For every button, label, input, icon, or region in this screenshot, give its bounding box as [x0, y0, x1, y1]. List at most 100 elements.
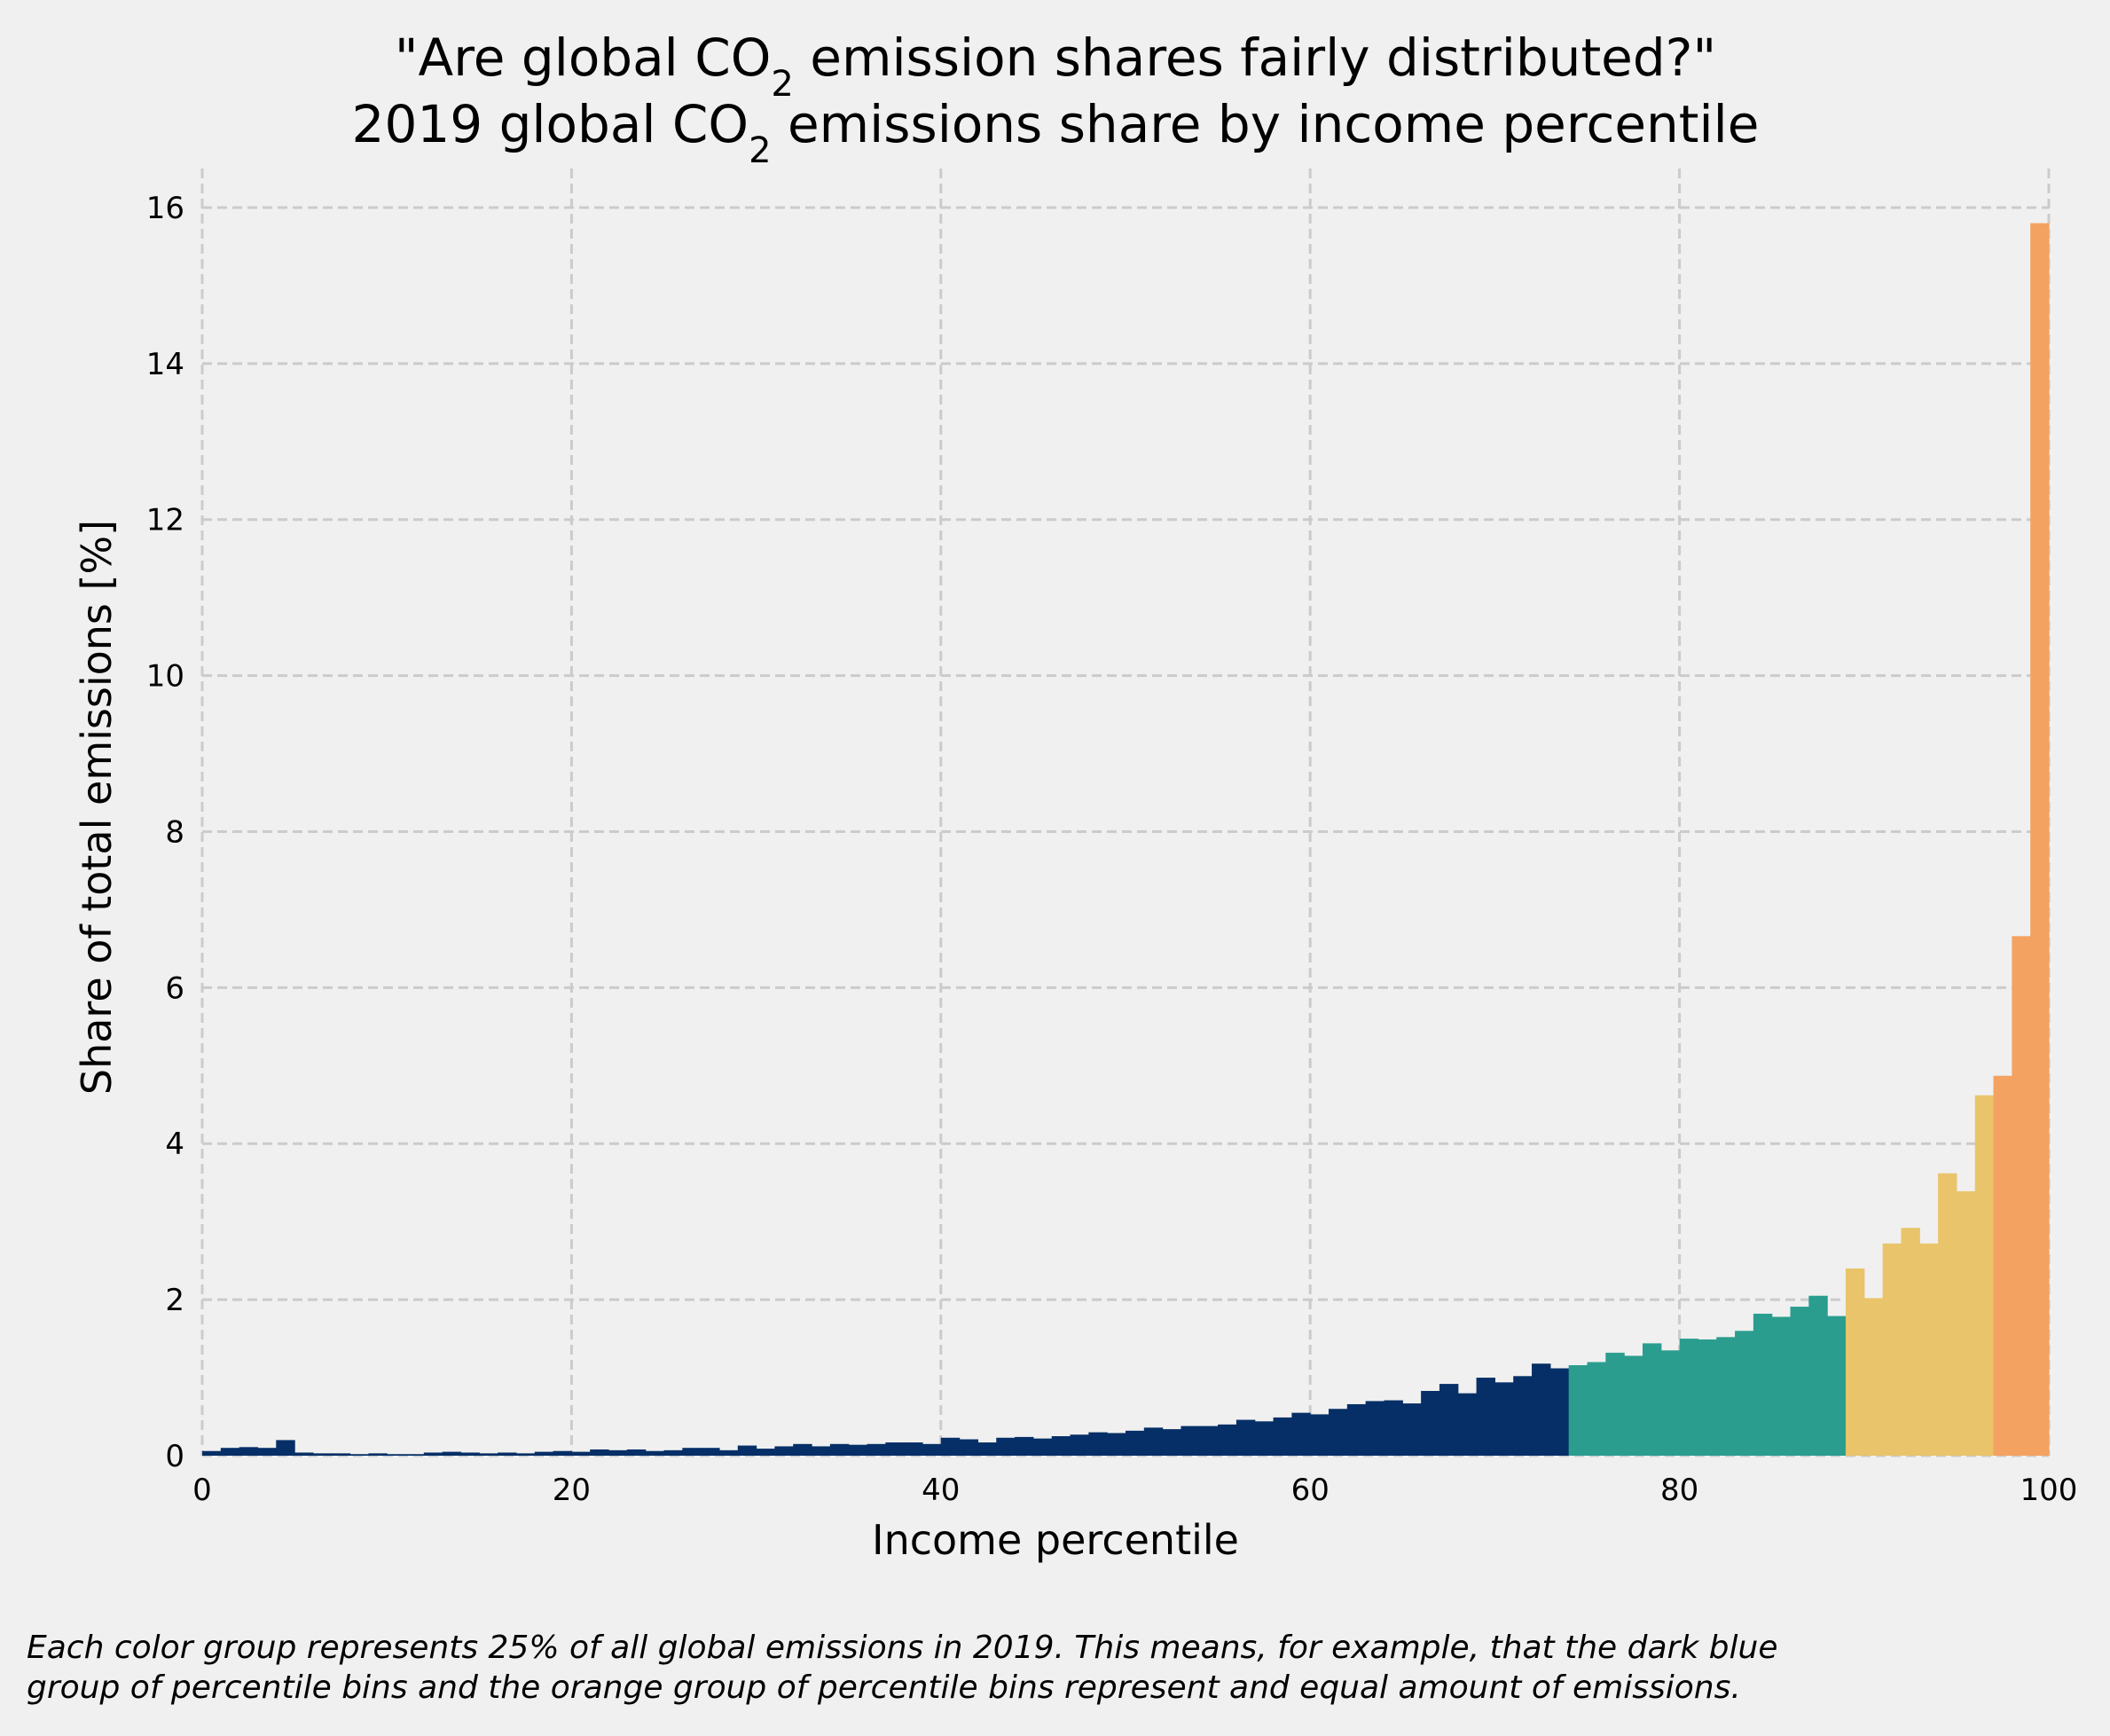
histogram-bar: [349, 1454, 369, 1456]
histogram-bar: [368, 1453, 388, 1456]
histogram-bar: [498, 1452, 517, 1456]
histogram-bar: [1679, 1339, 1699, 1456]
histogram-bar: [996, 1437, 1016, 1456]
histogram-bar: [1051, 1436, 1071, 1456]
histogram-bar: [405, 1454, 425, 1456]
x-tick-label: 0: [192, 1473, 212, 1508]
histogram-bar: [202, 1450, 222, 1456]
histogram-bar: [1513, 1376, 1533, 1456]
histogram-bar: [1938, 1173, 1957, 1456]
histogram-bar: [1476, 1378, 1495, 1456]
histogram-bar: [276, 1440, 295, 1456]
histogram-bar: [2012, 936, 2031, 1456]
histogram-bar: [331, 1453, 351, 1456]
histogram-bar: [756, 1449, 776, 1456]
histogram-bar: [1291, 1412, 1311, 1456]
histogram-bar: [682, 1448, 702, 1456]
x-tick-label: 80: [1660, 1473, 1698, 1508]
histogram-bar: [1808, 1295, 1828, 1456]
histogram-bar: [1310, 1414, 1330, 1456]
histogram-bar: [387, 1454, 406, 1456]
y-tick-label: 14: [146, 347, 184, 382]
histogram-bar: [1790, 1307, 1809, 1456]
histogram-bar: [1605, 1352, 1625, 1456]
histogram-bar: [423, 1452, 443, 1456]
histogram-bar: [1402, 1403, 1422, 1456]
y-axis-label: Share of total emissions [%]: [73, 520, 121, 1095]
histogram-bar: [1901, 1228, 1920, 1456]
chart-caption: Each color group represents 25% of all g…: [27, 1628, 2093, 1708]
histogram-bar: [1660, 1350, 1681, 1456]
histogram-bar: [793, 1443, 812, 1456]
histogram-bar: [959, 1439, 979, 1456]
histogram-bar: [220, 1448, 240, 1456]
histogram-bar: [1494, 1382, 1514, 1456]
histogram-bar: [812, 1446, 831, 1456]
x-tick-label: 100: [2020, 1473, 2078, 1508]
histogram-bar: [922, 1443, 942, 1456]
histogram-bar: [442, 1451, 462, 1456]
chart-title-line-2: 2019 global CO2 emissions share by incom…: [352, 94, 1760, 171]
histogram-bars: [202, 223, 2050, 1456]
histogram-bar: [1956, 1190, 1976, 1456]
histogram-bar: [718, 1449, 739, 1456]
histogram-bar: [737, 1445, 757, 1456]
histogram-bar: [1346, 1403, 1367, 1456]
x-axis-label: Income percentile: [872, 1516, 1239, 1564]
y-tick-label: 4: [165, 1127, 184, 1162]
histogram-bar: [1919, 1243, 1939, 1456]
chart-title-line-1: "Are global CO2 emission shares fairly d…: [395, 27, 1716, 105]
grid-lines: [200, 169, 2051, 1457]
histogram-bar: [1254, 1421, 1275, 1456]
histogram-bar: [1587, 1362, 1606, 1456]
histogram-bar: [1698, 1339, 1717, 1456]
histogram-bar: [1549, 1368, 1570, 1456]
histogram-bar: [1735, 1331, 1754, 1456]
histogram-bar: [1845, 1268, 1865, 1456]
histogram-bar: [1126, 1430, 1145, 1456]
histogram-bar: [1181, 1426, 1200, 1456]
histogram-bar: [626, 1449, 647, 1456]
histogram-bar: [479, 1453, 498, 1456]
histogram-bar: [1439, 1384, 1459, 1456]
x-tick-label: 40: [922, 1473, 960, 1508]
histogram-bar: [1273, 1417, 1292, 1456]
histogram-bar: [1882, 1243, 1902, 1456]
histogram-bar: [571, 1451, 591, 1456]
histogram-bar: [940, 1437, 961, 1456]
histogram-bar: [701, 1448, 720, 1456]
y-tick-label: 2: [165, 1283, 184, 1318]
histogram-bar: [885, 1442, 905, 1456]
x-tick-label: 60: [1291, 1473, 1330, 1508]
histogram-bar: [460, 1452, 480, 1456]
histogram-bar: [774, 1446, 794, 1456]
histogram-bar: [904, 1442, 923, 1456]
histogram-bar: [1032, 1438, 1053, 1456]
y-tick-label: 8: [165, 814, 184, 850]
histogram-bar: [1624, 1355, 1643, 1456]
histogram-bar: [867, 1443, 886, 1456]
histogram-bar: [1365, 1401, 1385, 1456]
histogram-bar: [312, 1453, 333, 1456]
histogram-bar: [1015, 1436, 1034, 1456]
histogram-bar: [1863, 1298, 1884, 1456]
histogram-bar: [663, 1449, 683, 1456]
histogram-bar: [1199, 1426, 1219, 1456]
y-tick-label: 16: [146, 191, 184, 226]
histogram-bar: [1329, 1409, 1348, 1456]
histogram-bar: [1568, 1364, 1588, 1456]
histogram-bar: [534, 1451, 554, 1456]
y-tick-label: 10: [146, 659, 184, 695]
histogram-bar: [257, 1448, 277, 1456]
histogram-bar: [977, 1442, 997, 1456]
histogram-bar: [1143, 1427, 1164, 1456]
histogram-bar: [294, 1452, 314, 1456]
histogram-bar: [1218, 1424, 1237, 1456]
y-tick-label: 12: [146, 503, 184, 538]
histogram-bar: [1827, 1316, 1847, 1456]
histogram-bar: [1107, 1433, 1126, 1456]
histogram-bar: [1162, 1429, 1182, 1456]
histogram-bar: [2030, 223, 2050, 1456]
histogram-bar: [1974, 1095, 1995, 1456]
